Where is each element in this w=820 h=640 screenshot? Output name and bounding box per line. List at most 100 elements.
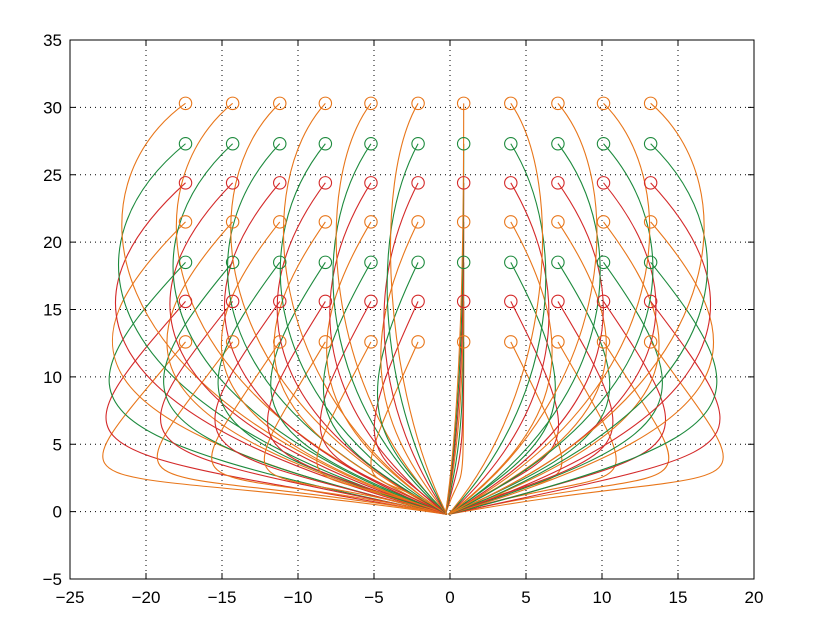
start-point-marker	[643, 255, 658, 270]
y-axis-tick-labels: −5 0 5 10 15 20 25 30 35	[43, 31, 62, 589]
start-point-marker	[178, 294, 193, 309]
trajectory-line	[448, 143, 708, 515]
trajectory-line	[332, 143, 448, 515]
trajectory-line	[270, 262, 448, 515]
start-point-marker	[225, 215, 240, 229]
trajectory-line	[448, 182, 712, 515]
start-point-marker	[411, 335, 425, 349]
start-point-marker	[178, 176, 193, 190]
start-point-marker	[411, 137, 425, 151]
start-point-marker	[596, 96, 611, 111]
trajectory-line	[102, 341, 448, 515]
start-point-marker	[551, 176, 565, 190]
x-tick-label: −20	[132, 588, 161, 607]
start-point-marker	[504, 215, 518, 229]
trajectory-line	[316, 341, 448, 515]
trajectory-line	[163, 261, 448, 515]
trajectory-line	[322, 262, 448, 515]
start-point-marker	[596, 176, 611, 190]
trajectory-line	[448, 221, 715, 515]
start-markers	[178, 96, 658, 349]
start-point-marker	[273, 137, 287, 151]
trajectory-line	[448, 301, 614, 515]
trajectory-line	[169, 182, 448, 515]
trajectory-line	[114, 182, 448, 515]
start-point-marker	[456, 335, 471, 349]
trajectory-line	[448, 102, 598, 515]
trajectory-line	[160, 301, 448, 515]
start-point-marker	[643, 176, 658, 190]
x-tick-label: 5	[521, 588, 530, 607]
trajectory-line	[121, 102, 448, 515]
y-tick-label: −5	[43, 570, 62, 589]
trajectory-line	[448, 261, 718, 515]
trajectory-line	[448, 341, 724, 515]
trajectory-line	[448, 221, 553, 515]
trajectory-line	[448, 143, 601, 515]
trajectory-line	[214, 301, 448, 515]
trajectory-line	[448, 102, 705, 515]
y-tick-label: 30	[43, 98, 62, 117]
x-tick-label: 0	[445, 588, 454, 607]
trajectory-line	[217, 262, 448, 515]
trajectory-line	[276, 182, 448, 515]
trajectory-line	[448, 182, 604, 515]
start-point-marker	[551, 137, 565, 151]
trajectory-line	[383, 182, 448, 515]
start-point-marker	[643, 96, 658, 111]
trajectory-line	[283, 102, 448, 515]
start-point-marker	[225, 176, 240, 190]
y-tick-label: 10	[43, 368, 62, 387]
start-point-marker	[504, 96, 518, 111]
trajectory-line	[448, 182, 550, 515]
y-tick-label: 35	[43, 31, 62, 50]
y-tick-label: 0	[53, 503, 62, 522]
start-point-marker	[178, 96, 193, 111]
start-point-marker	[551, 335, 565, 349]
start-point-marker	[411, 176, 425, 190]
trajectory-line	[377, 262, 448, 515]
start-point-marker	[225, 294, 240, 309]
start-point-marker	[643, 294, 658, 309]
trajectory-line	[448, 102, 651, 515]
start-point-marker	[456, 137, 471, 151]
start-point-marker	[364, 294, 378, 309]
trajectory-line	[220, 221, 448, 515]
start-point-marker	[596, 294, 611, 309]
x-tick-label: 15	[669, 588, 688, 607]
y-tick-label: 5	[53, 435, 62, 454]
trajectory-line	[448, 262, 556, 515]
start-point-marker	[504, 335, 518, 349]
start-point-marker	[364, 335, 378, 349]
trajectory-series	[102, 102, 724, 515]
x-tick-label: 10	[593, 588, 612, 607]
y-tick-label: 25	[43, 166, 62, 185]
trajectory-line	[448, 143, 654, 515]
start-point-marker	[225, 335, 240, 349]
trajectory-line	[448, 301, 721, 515]
start-point-marker	[318, 96, 333, 111]
start-point-marker	[273, 176, 287, 190]
trajectory-line	[386, 143, 448, 515]
trajectory-line	[156, 341, 448, 515]
start-point-marker	[504, 255, 518, 270]
start-point-marker	[643, 215, 658, 229]
start-point-marker	[411, 96, 425, 111]
trajectory-line	[444, 103, 465, 515]
x-tick-label: −5	[364, 588, 383, 607]
x-tick-label: −10	[284, 588, 313, 607]
start-point-marker	[364, 215, 378, 229]
trajectory-line	[172, 143, 448, 515]
start-point-marker	[456, 294, 471, 309]
start-point-marker	[456, 255, 471, 270]
start-point-marker	[273, 335, 287, 349]
trajectory-line	[329, 182, 448, 515]
trajectory-line	[118, 143, 448, 515]
start-point-marker	[273, 215, 287, 229]
start-point-marker	[273, 294, 287, 309]
trajectory-line	[335, 103, 448, 515]
start-point-marker	[318, 176, 333, 190]
trajectory-line	[448, 262, 611, 515]
trajectory-line	[370, 341, 448, 515]
